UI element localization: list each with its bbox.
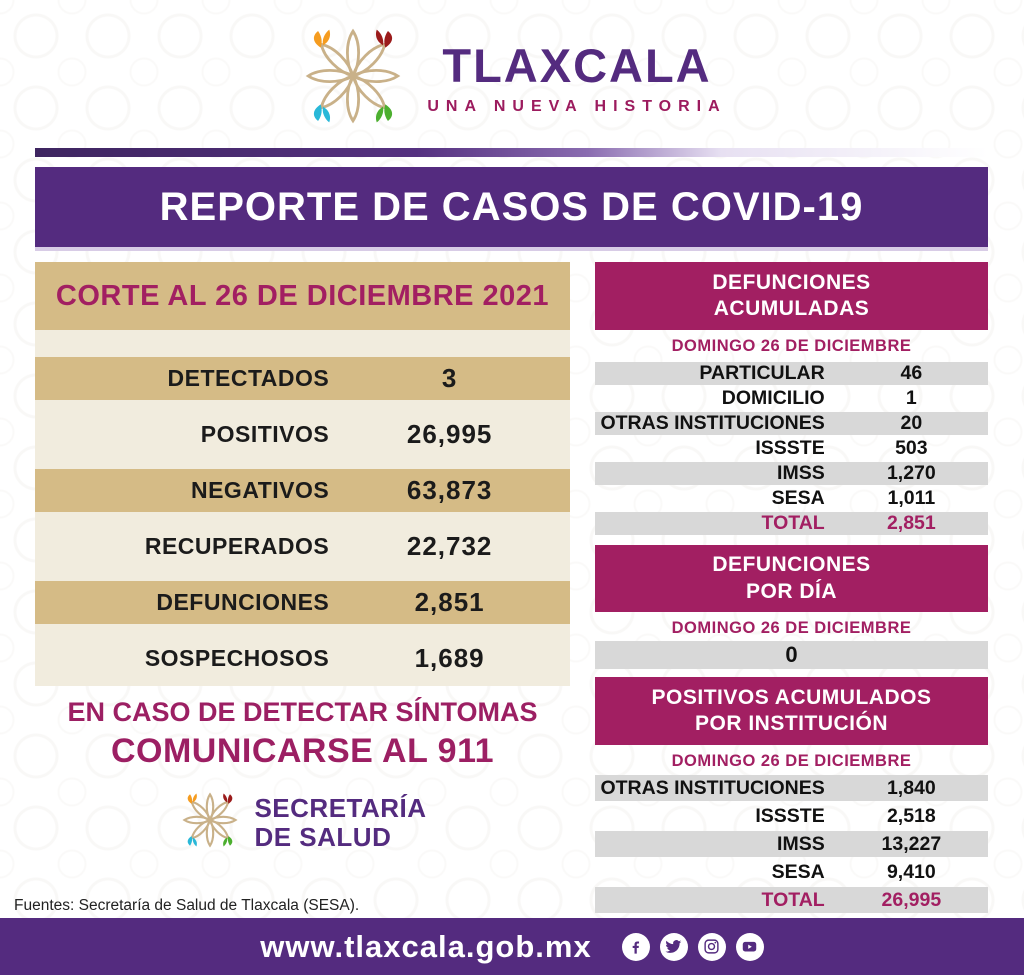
row-label: OTRAS INSTITUCIONES [600, 776, 825, 799]
table-row: PARTICULAR 46 [595, 362, 988, 385]
row-value: 13,227 [881, 832, 942, 855]
health-dept-line1: SECRETARÍA [254, 793, 427, 824]
deaths-daily-header: DEFUNCIONES POR DÍA [595, 545, 988, 612]
row-label: SESA [771, 860, 825, 883]
brand-subtitle: UNA NUEVA HISTORIA [427, 97, 727, 115]
report-title-banner: REPORTE DE CASOS DE COVID-19 [35, 167, 988, 251]
row-label: PARTICULAR [699, 362, 825, 384]
health-dept-line2: DE SALUD [254, 821, 392, 852]
table-row: DOMICILIO 1 [595, 387, 988, 410]
table-row: POSITIVOS 26,995 [35, 413, 570, 456]
instagram-icon[interactable] [697, 932, 726, 961]
positives-header: POSITIVOS ACUMULADOS POR INSTITUCIÓN [595, 677, 988, 745]
row-value: 46 [900, 362, 923, 384]
stats-table: DETECTADOS 3 POSITIVOS 26,995 NEGATIVOS … [35, 330, 570, 680]
table-row: ISSSTE 503 [595, 437, 988, 460]
stat-value: 22,732 [406, 531, 493, 561]
row-value: 1,270 [886, 462, 936, 484]
stat-label: SOSPECHOSOS [144, 645, 330, 671]
stat-label: POSITIVOS [200, 421, 330, 447]
row-value: 1,840 [886, 776, 936, 799]
total-value: 2,851 [886, 512, 936, 534]
deaths-cumulative-title1: DEFUNCIONES [712, 270, 871, 294]
twitter-icon[interactable] [659, 932, 688, 961]
health-dept-logo: SECRETARÍA DE SALUD [35, 788, 570, 857]
table-row: ISSSTE 2,518 [595, 803, 988, 829]
stat-value: 63,873 [406, 475, 493, 505]
row-value: 20 [900, 412, 923, 434]
youtube-icon[interactable] [735, 932, 764, 961]
table-row: SESA 9,410 [595, 859, 988, 885]
table-row: OTRAS INSTITUCIONES 1,840 [595, 775, 988, 801]
social-links [621, 932, 764, 961]
row-label: ISSSTE [755, 804, 825, 827]
row-label: OTRAS INSTITUCIONES [600, 412, 825, 434]
stat-value: 1,689 [414, 643, 485, 673]
advisory-line1: EN CASO DE DETECTAR SÍNTOMAS [67, 697, 538, 727]
table-row: SOSPECHOSOS 1,689 [35, 637, 570, 680]
stat-label: DEFUNCIONES [156, 589, 330, 615]
sesa-flower-icon [178, 788, 242, 857]
table-row: DEFUNCIONES 2,851 [35, 581, 570, 624]
deaths-cumulative-header: DEFUNCIONES ACUMULADAS [595, 262, 988, 330]
positives-title1: POSITIVOS ACUMULADOS [651, 685, 932, 709]
stat-label: RECUPERADOS [144, 533, 330, 559]
row-value: 2,518 [886, 804, 936, 827]
table-row: SESA 1,011 [595, 487, 988, 510]
row-label: ISSSTE [755, 437, 825, 459]
cutoff-stats-panel: CORTE AL 26 DE DICIEMBRE 2021 DETECTADOS… [35, 262, 570, 686]
advisory-line2: COMUNICARSE AL 911 [110, 732, 495, 770]
total-label: TOTAL [761, 888, 825, 911]
table-row: NEGATIVOS 63,873 [35, 469, 570, 512]
stat-label: NEGATIVOS [190, 477, 330, 503]
deaths-cumulative-title2: ACUMULADAS [713, 297, 870, 320]
gradient-divider [35, 148, 988, 157]
row-value: 1,011 [887, 487, 936, 509]
footer-bar: www.tlaxcala.gob.mx [0, 918, 1024, 975]
row-label: IMSS [777, 832, 825, 855]
brand-header: TLAXCALA UNA NUEVA HISTORIA [0, 20, 1024, 137]
deaths-daily-title2: POR DÍA [745, 579, 837, 603]
tlaxcala-flower-logo-icon [297, 20, 409, 137]
facebook-icon[interactable] [621, 932, 650, 961]
row-label: DOMICILIO [721, 387, 825, 409]
positives-date: DOMINGO 26 DE DICIEMBRE [671, 752, 912, 770]
deaths-cumulative-date: DOMINGO 26 DE DICIEMBRE [671, 337, 912, 355]
table-row: IMSS 1,270 [595, 462, 988, 485]
deaths-daily-value-bar: 0 [595, 641, 988, 669]
row-value: 1 [905, 387, 917, 409]
deaths-daily-title1: DEFUNCIONES [712, 553, 871, 577]
table-row: OTRAS INSTITUCIONES 20 [595, 412, 988, 435]
row-label: IMSS [777, 462, 825, 484]
stat-value: 2,851 [414, 587, 485, 617]
table-row: IMSS 13,227 [595, 831, 988, 857]
table-row: RECUPERADOS 22,732 [35, 525, 570, 568]
deaths-daily-value: 0 [785, 642, 798, 667]
total-value: 26,995 [881, 888, 942, 911]
source-line1: Fuentes: Secretaría de Salud de Tlaxcala… [14, 897, 360, 914]
row-value: 9,410 [886, 860, 936, 883]
table-total-row: TOTAL 26,995 [595, 887, 988, 913]
deaths-cumulative-table: PARTICULAR 46 DOMICILIO 1 OTRAS INSTITUC… [595, 362, 988, 537]
stat-label: DETECTADOS [167, 365, 330, 391]
stat-value: 26,995 [406, 419, 493, 449]
table-total-row: TOTAL 2,851 [595, 512, 988, 535]
total-label: TOTAL [761, 512, 825, 534]
row-label: SESA [771, 487, 825, 509]
row-value: 503 [895, 437, 928, 459]
stat-value: 3 [441, 363, 458, 393]
symptoms-advisory: EN CASO DE DETECTAR SÍNTOMAS COMUNICARSE… [35, 697, 570, 771]
brand-title: TLAXCALA [442, 38, 712, 92]
table-row: DETECTADOS 3 [35, 357, 570, 400]
footer-url[interactable]: www.tlaxcala.gob.mx [260, 928, 592, 964]
positives-title2: POR INSTITUCIÓN [694, 712, 888, 735]
positives-table: OTRAS INSTITUCIONES 1,840 ISSSTE 2,518 I… [595, 775, 988, 915]
cutoff-date-header: CORTE AL 26 DE DICIEMBRE 2021 [35, 262, 570, 330]
report-title: REPORTE DE CASOS DE COVID-19 [159, 184, 864, 229]
deaths-daily-date: DOMINGO 26 DE DICIEMBRE [671, 619, 912, 637]
cutoff-date-text: CORTE AL 26 DE DICIEMBRE 2021 [55, 279, 550, 312]
